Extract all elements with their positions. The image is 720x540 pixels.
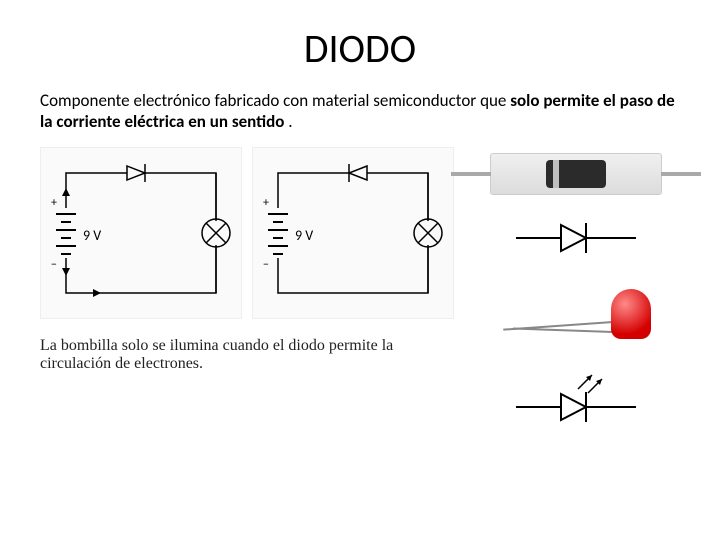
caption: La bombilla solo se ilumina cuando el di… — [40, 337, 460, 373]
page-title: DIODO — [40, 24, 680, 73]
battery-minus: − — [51, 258, 57, 272]
circuit-forward: + − 9 V — [40, 147, 242, 319]
slide: DIODO Componente electrónico fabricado c… — [0, 0, 720, 540]
battery-plus: + — [263, 196, 269, 210]
photo-diode — [490, 153, 662, 195]
content-row: + − 9 V — [40, 147, 680, 429]
diode-symbol-icon — [506, 213, 646, 263]
battery-minus: − — [263, 258, 269, 272]
circuits-column: + − 9 V — [40, 147, 460, 429]
components-column — [472, 147, 680, 429]
description-plain: Componente electrónico fabricado con mat… — [40, 90, 510, 111]
current-arrow — [93, 289, 101, 297]
battery-plus: + — [51, 196, 57, 210]
description-tail: . — [284, 111, 292, 132]
photo-led — [491, 281, 661, 351]
led-symbol-icon — [506, 369, 646, 429]
battery-label-right: 9 V — [295, 227, 313, 244]
current-arrow — [62, 268, 70, 276]
current-arrow — [62, 188, 70, 196]
description: Componente electrónico fabricado con mat… — [40, 90, 680, 133]
circuits-pair: + − 9 V — [40, 147, 460, 319]
battery-label-left: 9 V — [83, 227, 101, 244]
circuit-reverse: + − 9 V — [252, 147, 454, 319]
